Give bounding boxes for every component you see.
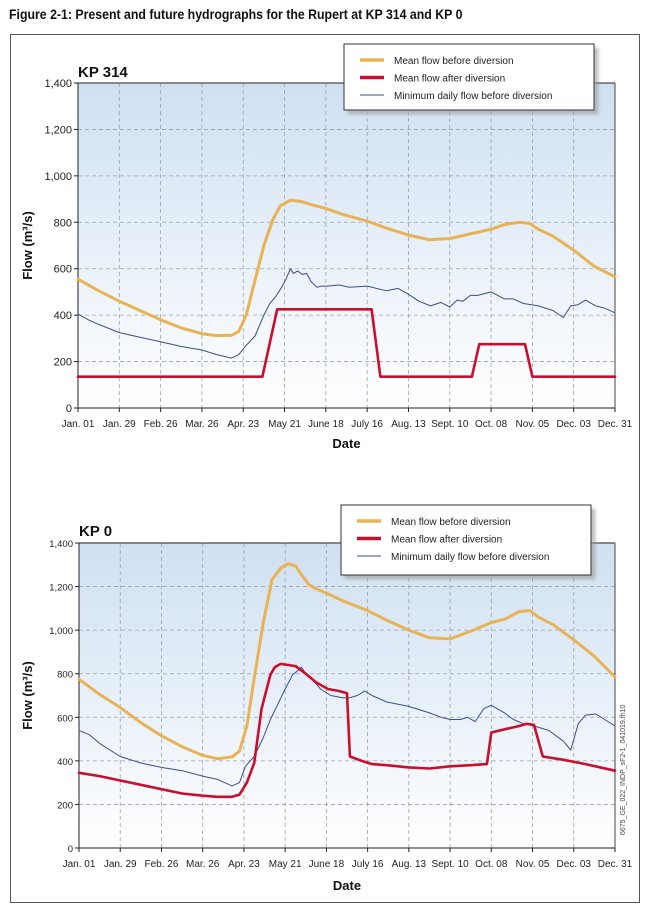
y-tick-label: 400 xyxy=(54,310,72,322)
series-line-mean-after xyxy=(76,307,617,379)
x-tick-label: July 16 xyxy=(352,859,384,870)
legend-label: Mean flow before diversion xyxy=(394,56,514,67)
x-tick-label: Jan. 01 xyxy=(62,419,95,430)
x-tick-label: Apr. 23 xyxy=(228,859,260,870)
x-tick-label: Mar. 26 xyxy=(185,419,219,430)
x-tick-label: Aug. 13 xyxy=(391,419,426,430)
x-tick-label: Oct. 08 xyxy=(475,859,508,870)
legend-label: Minimum daily flow before diversion xyxy=(391,552,549,563)
x-tick-label: Nov. 05 xyxy=(516,419,550,430)
legend: Mean flow before diversion Mean flow afte… xyxy=(340,504,592,576)
legend: Mean flow before diversion Mean flow afte… xyxy=(343,43,595,111)
x-tick-label: Dec. 31 xyxy=(598,419,633,430)
x-tick-label: Oct. 08 xyxy=(475,419,508,430)
x-tick-label: Nov. 05 xyxy=(516,859,550,870)
series-line-mean-after xyxy=(77,662,617,799)
figure-frame xyxy=(10,34,640,903)
y-tick-label: 0 xyxy=(68,844,73,855)
x-tick-label: Jan. 29 xyxy=(103,419,136,430)
y-tick-label: 800 xyxy=(54,217,72,229)
x-tick-label: June 18 xyxy=(309,859,345,870)
chart-title: KP 314 xyxy=(78,64,128,81)
y-tick-label: 200 xyxy=(57,800,73,811)
y-axis-title: Flow (m³/s) xyxy=(20,661,35,730)
x-tick-label: Feb. 26 xyxy=(145,859,179,870)
y-tick-label: 1,000 xyxy=(49,626,73,637)
figure-title: Figure 2-1: Present and future hydrograp… xyxy=(9,6,463,22)
plot-area xyxy=(78,83,615,408)
y-tick-label: 0 xyxy=(66,403,72,415)
chart-kp314: 0 200 400 600 800 1,000 1,200 1,400 Jan. 01 Jan. … xyxy=(20,43,633,451)
x-tick-label: Sept. 10 xyxy=(431,859,469,870)
x-tick-label: Jan. 01 xyxy=(63,859,96,870)
x-tick-label: Dec. 03 xyxy=(557,859,592,870)
chart-title: KP 0 xyxy=(79,523,112,540)
y-tick-label: 1,200 xyxy=(44,124,72,136)
x-axis-title: Date xyxy=(332,436,360,451)
x-tick-label: Mar. 26 xyxy=(186,859,220,870)
y-tick-label: 1,200 xyxy=(49,583,73,594)
legend-label: Minimum daily flow before diversion xyxy=(394,91,552,102)
x-tick-label: July 16 xyxy=(351,419,383,430)
x-tick-label: Dec. 31 xyxy=(598,859,633,870)
y-tick-label: 600 xyxy=(54,264,72,276)
legend-box xyxy=(340,504,592,576)
x-tick-label: Sept. 10 xyxy=(431,419,469,430)
y-tick-label: 1,400 xyxy=(44,78,72,90)
y-tick-label: 1,400 xyxy=(49,539,73,550)
y-tick-label: 1,000 xyxy=(44,171,72,183)
series-line-min-daily xyxy=(77,268,616,359)
chart-kp0: 0 200 400 600 800 1,000 1,200 1,400 Jan. 01 Jan. … xyxy=(20,504,633,893)
x-tick-label: June 18 xyxy=(308,419,344,430)
legend-label: Mean flow after diversion xyxy=(394,74,505,85)
legend-box xyxy=(343,43,595,111)
x-tick-label: May 21 xyxy=(269,859,302,870)
x-tick-label: Jan. 29 xyxy=(104,859,137,870)
x-tick-label: Apr. 23 xyxy=(227,419,259,430)
y-tick-label: 400 xyxy=(57,757,73,768)
y-tick-label: 200 xyxy=(54,357,72,369)
series-line-mean-before xyxy=(76,198,617,338)
x-axis-title: Date xyxy=(333,878,361,893)
x-tick-label: May 21 xyxy=(268,419,301,430)
y-tick-label: 600 xyxy=(57,713,73,724)
legend-label: Mean flow before diversion xyxy=(391,517,511,528)
x-tick-label: Aug. 13 xyxy=(392,859,427,870)
x-tick-label: Feb. 26 xyxy=(144,419,178,430)
y-tick-label: 800 xyxy=(57,670,73,681)
series-line-mean-before xyxy=(77,562,617,761)
legend-label: Mean flow after diversion xyxy=(391,535,502,546)
y-axis-title: Flow (m³/s) xyxy=(20,211,35,280)
figure-id-watermark: 6675_GE_022_INDP_sF2-1_041019.fh10 xyxy=(620,704,627,835)
x-tick-label: Dec. 03 xyxy=(556,419,591,430)
